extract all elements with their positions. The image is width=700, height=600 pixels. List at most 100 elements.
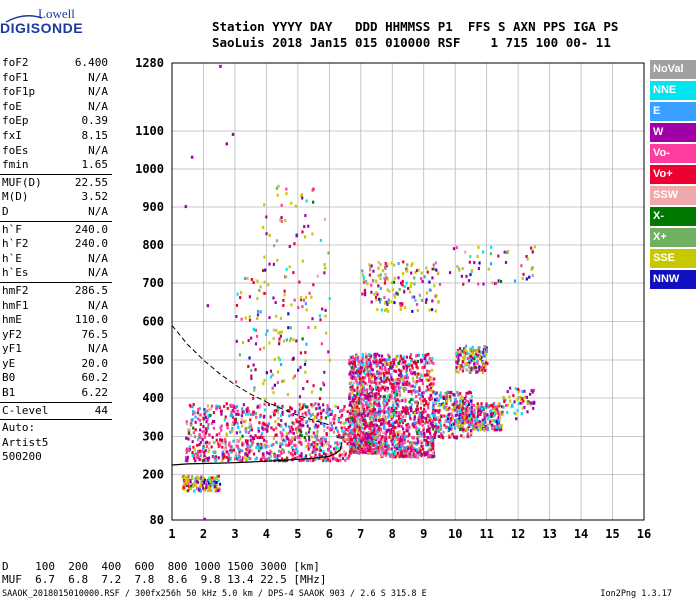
echo-point — [256, 309, 260, 313]
echo-point — [297, 425, 300, 429]
echo-point — [210, 483, 213, 487]
echo-point — [281, 410, 284, 414]
echo-point — [473, 364, 477, 368]
echo-point — [368, 411, 371, 415]
echo-point — [458, 414, 461, 418]
echo-point — [412, 453, 415, 457]
echo-point — [357, 369, 360, 373]
echo-point — [274, 301, 277, 305]
echo-point — [482, 353, 485, 357]
echo-point — [185, 420, 188, 424]
echo-point — [419, 397, 422, 401]
echo-point — [437, 430, 441, 434]
echo-point — [437, 425, 440, 429]
echo-point — [361, 360, 364, 364]
echo-point — [311, 450, 314, 454]
echo-point — [420, 298, 424, 302]
echo-point — [450, 390, 453, 394]
echo-point — [322, 381, 325, 385]
echo-point — [357, 375, 360, 379]
echo-point — [319, 421, 323, 425]
echo-point — [407, 427, 410, 431]
echo-point — [499, 426, 502, 430]
echo-point — [295, 339, 298, 343]
echo-point — [415, 394, 418, 398]
echo-point — [399, 354, 402, 358]
echo-point — [451, 416, 455, 420]
echo-point — [395, 447, 398, 451]
echo-point — [530, 246, 533, 250]
echo-point — [352, 438, 356, 442]
echo-point — [427, 440, 430, 444]
echo-point — [215, 404, 218, 408]
echo-point — [344, 458, 347, 462]
echo-point — [382, 395, 385, 399]
echo-point — [273, 383, 276, 387]
param-label: foF1 — [2, 70, 29, 84]
echo-point — [284, 424, 288, 428]
echo-point — [403, 376, 406, 380]
echo-point — [521, 277, 524, 281]
echo-point — [423, 453, 426, 457]
echo-point — [360, 413, 363, 417]
echo-point — [378, 397, 381, 401]
echo-point — [428, 398, 432, 402]
x-tick-label: 7 — [357, 527, 364, 541]
echo-point — [263, 438, 266, 442]
echo-point — [282, 298, 285, 302]
echo-point — [489, 252, 493, 256]
echo-point — [471, 368, 474, 372]
echo-point — [198, 443, 201, 447]
echo-point — [407, 362, 410, 366]
echo-point — [284, 422, 287, 426]
echo-point — [318, 314, 322, 318]
x-tick-label: 6 — [326, 527, 333, 541]
echo-point — [341, 429, 344, 433]
echo-point — [386, 389, 389, 393]
param-label: yE — [2, 356, 16, 370]
echo-point — [372, 429, 376, 433]
param-label: hmE — [2, 313, 22, 327]
echo-point — [480, 421, 484, 425]
echo-point — [293, 298, 296, 302]
echo-point — [275, 433, 278, 437]
echo-point — [230, 410, 233, 414]
echo-point — [359, 420, 362, 424]
echo-point — [367, 451, 370, 455]
echo-point — [495, 418, 498, 422]
echo-point — [297, 412, 300, 416]
echo-point — [380, 409, 384, 413]
echo-point — [340, 413, 344, 417]
echo-point — [228, 441, 231, 445]
echo-point — [484, 427, 487, 431]
echo-point — [401, 399, 404, 403]
echo-point — [378, 372, 381, 376]
echo-point — [443, 423, 446, 427]
echo-point — [461, 428, 464, 432]
echo-point — [399, 302, 402, 306]
echo-point — [410, 281, 413, 285]
param-value: 6.400 — [74, 56, 108, 69]
echo-point — [246, 450, 249, 454]
echo-point — [224, 415, 227, 419]
echo-point — [282, 303, 285, 307]
echo-point — [400, 281, 403, 285]
echo-point — [226, 450, 229, 454]
echo-point — [405, 355, 408, 359]
echo-point — [323, 452, 326, 456]
echo-point — [352, 368, 355, 372]
echo-point — [402, 407, 406, 411]
echo-point — [295, 447, 298, 451]
echo-point — [229, 456, 232, 460]
echo-point — [360, 366, 364, 370]
echo-point — [249, 428, 252, 432]
echo-point — [319, 440, 322, 444]
echo-point — [344, 437, 347, 441]
echo-point — [356, 386, 359, 390]
echo-point — [434, 424, 438, 428]
echo-point — [304, 370, 307, 374]
echo-point — [185, 476, 188, 480]
echo-point — [241, 434, 244, 438]
echo-point — [411, 262, 414, 266]
echo-point — [288, 443, 291, 447]
